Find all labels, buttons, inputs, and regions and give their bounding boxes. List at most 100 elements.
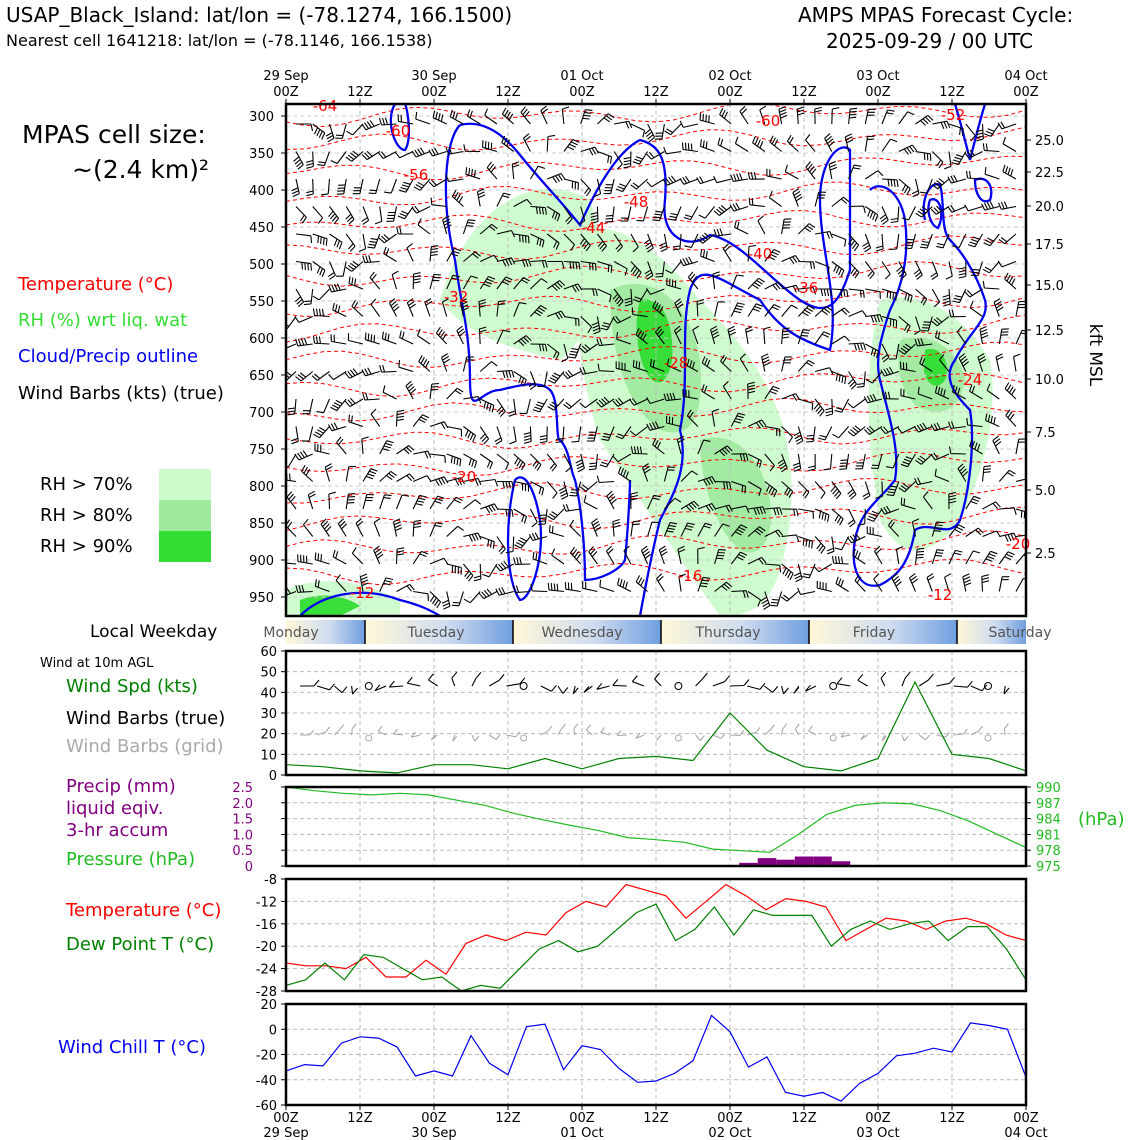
wind-barb (847, 371, 857, 390)
wind-barb (832, 426, 850, 439)
wind-barb (700, 249, 715, 263)
wind-barb (412, 475, 432, 483)
wind-barb-true (612, 679, 627, 687)
wind-barb (730, 412, 746, 427)
wind-barb (479, 223, 498, 235)
wind-barb (986, 383, 1000, 400)
wind-barb (494, 426, 503, 445)
wind-barb (328, 283, 347, 293)
wind-barb (699, 112, 715, 125)
wind-barb-true (631, 675, 645, 687)
temperature-contour (286, 126, 1026, 151)
bottom-date-label: 03 Oct (856, 1126, 899, 1140)
wind-barb (575, 453, 585, 473)
wind-barb (831, 370, 847, 385)
temperature-contour (286, 341, 1026, 368)
wind-barb (731, 505, 750, 513)
wind-barb (781, 481, 794, 498)
wind-barb (654, 326, 665, 345)
wind-barb (730, 173, 749, 182)
bottom-date-label: 29 Sep (263, 1126, 308, 1140)
wind-barb (914, 316, 921, 335)
wind-barb (747, 419, 767, 429)
wind-barb (915, 206, 933, 218)
wind-barb-true (488, 674, 505, 687)
wind-barb (597, 113, 615, 125)
temperature-contour (286, 104, 1026, 128)
wind-barb (764, 507, 783, 516)
wind-barb (429, 453, 446, 463)
wind-barb (646, 178, 665, 188)
top-date-label: 01 Oct (560, 69, 603, 84)
wind-barb (345, 465, 357, 482)
weekday-label: Monday (263, 625, 318, 641)
wind-barb (831, 233, 847, 247)
wind-barb (328, 491, 336, 510)
wind-barb (848, 205, 866, 214)
wind-barb (530, 453, 542, 471)
wind-barb (748, 197, 765, 208)
wind-barb (379, 440, 394, 455)
wind-barb (764, 481, 778, 498)
wind-barb (348, 276, 364, 290)
wind-barb (456, 325, 466, 345)
wind-barb (1015, 438, 1026, 455)
pressure-axis-label: 978 (1036, 844, 1061, 859)
wind-speed-tick-label: 30 (260, 707, 277, 722)
wind-barb-true (557, 685, 569, 694)
wind-barb (286, 371, 297, 382)
wind-barb (717, 137, 732, 152)
wind-barb (429, 421, 449, 430)
wind-barb (699, 139, 715, 153)
wind-barb (881, 391, 899, 400)
temperature-tick-label: -8 (264, 873, 277, 888)
weekday-label: Friday (853, 625, 895, 641)
wind-barb (580, 146, 599, 156)
station-title: USAP_Black_Island: lat/lon = (-78.1274, … (6, 3, 513, 27)
wind-barb-grid (586, 724, 593, 736)
wind-barb (747, 481, 762, 496)
legend-rh90: RH > 90% (40, 536, 133, 557)
wind-barb (713, 176, 732, 184)
wind-barb (764, 385, 780, 400)
wind-barb (798, 535, 814, 549)
top-date-label: 29 Sep (263, 69, 308, 84)
wind-barb (630, 520, 641, 537)
wind-barb (915, 288, 928, 306)
wind-barb (683, 206, 699, 221)
wind-barb (997, 121, 1017, 130)
wind-barb (997, 260, 1017, 268)
wind-barb (652, 438, 665, 455)
wind-barb (479, 453, 494, 470)
wind-barb (296, 123, 314, 132)
wind-barb (970, 261, 984, 277)
wind-barb (395, 494, 410, 510)
wind-barb (891, 573, 902, 592)
temperature-contour-label: -64 (313, 97, 338, 115)
wind-barb (635, 328, 648, 345)
wind-barb (825, 398, 834, 417)
wind-barb (479, 361, 498, 372)
wind-barb (563, 139, 580, 152)
wind-barb (808, 453, 816, 472)
wind-barb (418, 355, 431, 372)
wind-barb (898, 481, 916, 493)
wind-barb (546, 206, 561, 222)
wind-barb (730, 551, 748, 565)
wind-barb (530, 233, 545, 248)
wind-barb (478, 588, 498, 600)
wind-barb (294, 337, 313, 347)
wind-barb (781, 284, 800, 293)
wind-barb (615, 361, 632, 373)
weekday-segment (513, 620, 661, 644)
rh-shade-area (636, 299, 673, 383)
wind-barb (982, 501, 1001, 510)
wind-barb (898, 144, 918, 155)
wind-barb (805, 161, 817, 180)
wind-barb (294, 288, 305, 308)
temperature-contour-label: -48 (624, 193, 649, 211)
wind-barb (780, 591, 799, 602)
bottom-hour-label: 00Z (569, 1111, 595, 1126)
wind-barb (948, 309, 966, 318)
wind-barb-true (654, 672, 662, 687)
